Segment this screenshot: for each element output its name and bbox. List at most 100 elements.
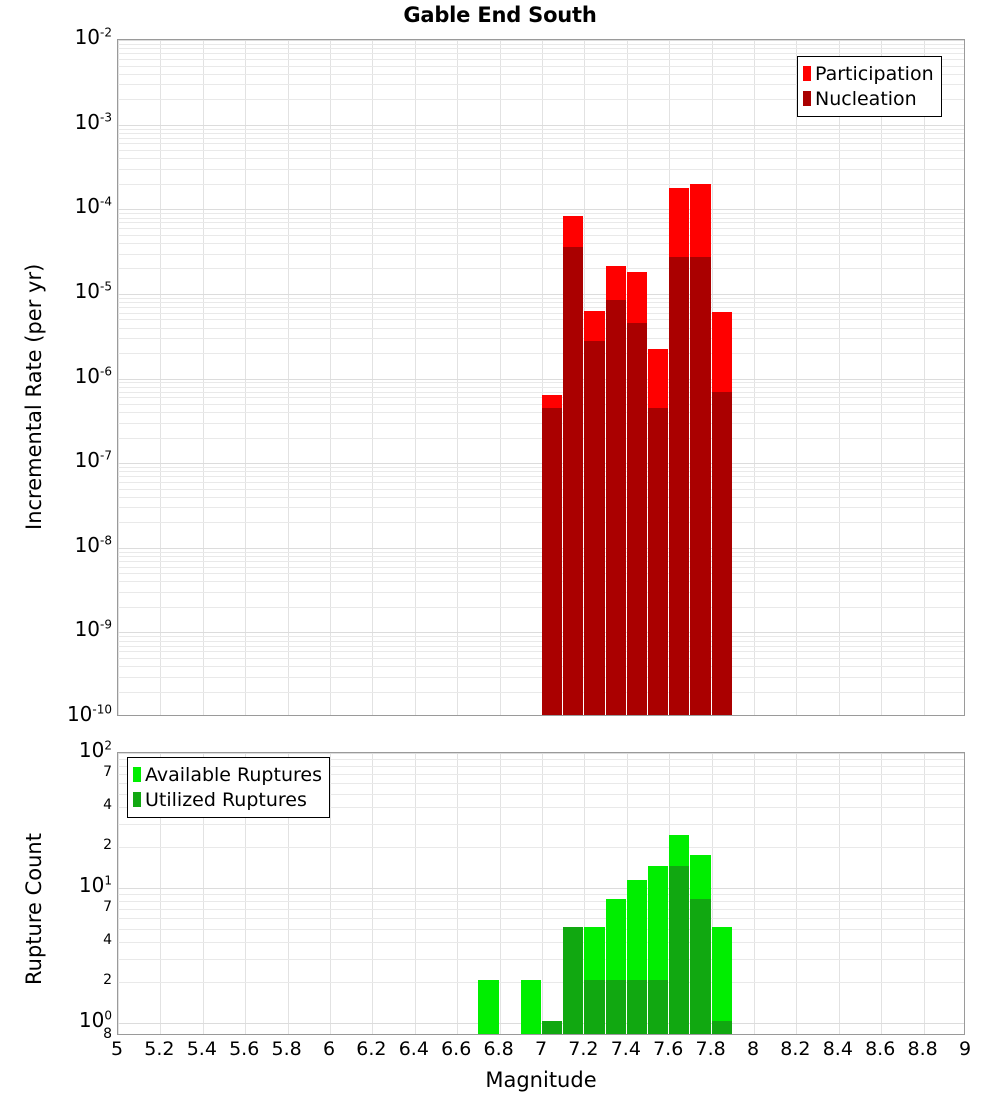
- gridline-horizontal: [118, 507, 964, 509]
- legend-label-participation: Participation: [815, 62, 934, 85]
- y-tick-bottom-minor-70: 7: [103, 763, 112, 780]
- gridline-vertical: [754, 40, 755, 715]
- bar-7.0-7.1: [542, 753, 563, 1034]
- legend-item-utilized-ruptures[interactable]: Utilized Ruptures: [133, 787, 322, 812]
- gridline-horizontal: [118, 645, 964, 647]
- bar-7.6-7.7: [669, 753, 690, 1034]
- gridline-horizontal: [118, 397, 964, 399]
- bar-segment-available-ruptures: [520, 980, 541, 1034]
- bar-7.2-7.3: [584, 753, 605, 1034]
- gridline-vertical: [499, 753, 501, 1034]
- gridline-vertical: [414, 753, 416, 1034]
- gridline-horizontal: [118, 391, 964, 393]
- gridline-horizontal: [118, 327, 964, 329]
- gridline-horizontal: [118, 917, 964, 919]
- gridline-horizontal: [118, 657, 964, 659]
- gridline-horizontal: [118, 573, 964, 575]
- bar-segment-utilized-ruptures: [711, 1020, 732, 1034]
- bar-segment-utilized-ruptures: [648, 980, 669, 1034]
- bar-7.8-7.9: [711, 753, 732, 1034]
- gridline-horizontal: [118, 566, 964, 568]
- gridline-horizontal: [118, 560, 964, 562]
- gridline-horizontal: [118, 58, 964, 60]
- gridline-vertical: [457, 40, 459, 715]
- x-tick-8: 8: [746, 1038, 760, 1060]
- gridline-horizontal: [118, 941, 964, 943]
- bar-7.4-7.5: [626, 753, 647, 1034]
- y-tick-bottom-1e2: 102: [78, 738, 112, 762]
- gridline-horizontal: [118, 676, 964, 678]
- y-tick-bottom-1e1: 101: [78, 873, 112, 897]
- x-tick-5.8: 5.8: [271, 1038, 302, 1060]
- y-tick-top-1e-10: 10-10: [66, 702, 112, 726]
- gridline-vertical: [202, 40, 204, 715]
- page-title: Gable End South: [403, 3, 597, 27]
- y-tick-top-1e-8: 10-8: [74, 532, 112, 557]
- gridline-horizontal: [118, 759, 964, 761]
- available-ruptures-color-swatch: [133, 767, 141, 782]
- legend-label-utilized-ruptures: Utilized Ruptures: [145, 788, 307, 811]
- x-axis-label: Magnitude: [485, 1068, 597, 1092]
- bar-7.7-7.8: [690, 40, 711, 715]
- legend-item-available-ruptures[interactable]: Available Ruptures: [133, 762, 322, 787]
- bar-segment-utilized-ruptures: [563, 926, 584, 1034]
- bar-segment-available-ruptures: [711, 926, 732, 1034]
- gridline-horizontal: [118, 888, 964, 889]
- x-tick-7.8: 7.8: [695, 1038, 726, 1060]
- x-tick-5.4: 5.4: [186, 1038, 217, 1060]
- gridline-horizontal: [118, 476, 964, 478]
- gridline-horizontal: [118, 1022, 964, 1024]
- gridline-horizontal: [118, 636, 964, 638]
- x-tick-5.2: 5.2: [144, 1038, 175, 1060]
- gridline-horizontal: [118, 753, 964, 754]
- gridline-vertical: [838, 40, 840, 715]
- gridline-vertical: [923, 753, 925, 1034]
- gridline-vertical: [796, 40, 798, 715]
- gridline-horizontal: [118, 158, 964, 160]
- bar-6.9-7.0: [520, 753, 541, 1034]
- bar-7.3-7.4: [605, 753, 626, 1034]
- gridline-horizontal: [118, 640, 964, 642]
- gridline-vertical: [245, 753, 247, 1034]
- gridline-vertical: [881, 753, 883, 1034]
- y-tick-bottom-minor-7: 7: [103, 898, 112, 915]
- gridline-horizontal: [118, 823, 964, 825]
- bar-7.0-7.1: [542, 40, 563, 715]
- x-tick-8.8: 8.8: [907, 1038, 938, 1060]
- gridline-vertical: [330, 753, 331, 1034]
- gridline-horizontal: [118, 183, 964, 185]
- gridline-horizontal: [118, 958, 964, 960]
- gridline-horizontal: [118, 124, 964, 126]
- gridline-vertical: [754, 753, 755, 1034]
- legend-label-available-ruptures: Available Ruptures: [145, 763, 322, 786]
- y-tick-bottom-minor-2: 2: [103, 972, 112, 989]
- x-tick-9: 9: [958, 1038, 972, 1060]
- gridline-horizontal: [118, 592, 964, 593]
- bar-segment-nucleation: [542, 408, 563, 715]
- bar-7.1-7.2: [563, 753, 584, 1034]
- gridline-horizontal: [118, 894, 964, 896]
- gridline-horizontal: [118, 412, 964, 414]
- y-tick-top-1e-3: 10-3: [74, 109, 112, 134]
- gridline-vertical: [711, 753, 713, 1034]
- gridline-horizontal: [118, 691, 964, 693]
- y-tick-bottom-minor-8: 8: [103, 1026, 112, 1042]
- legend-item-nucleation[interactable]: Nucleation: [803, 86, 934, 111]
- gridline-horizontal: [118, 481, 964, 483]
- gridline-vertical: [499, 40, 501, 715]
- gridline-horizontal: [118, 43, 964, 45]
- x-tick-5: 5: [110, 1038, 124, 1060]
- gridline-horizontal: [118, 773, 964, 775]
- gridline-vertical: [542, 753, 543, 1034]
- gridline-horizontal: [118, 382, 964, 384]
- x-tick-6: 6: [322, 1038, 336, 1060]
- top-legend: Participation Nucleation: [797, 56, 942, 117]
- gridline-horizontal: [118, 302, 964, 304]
- bar-segment-nucleation: [711, 392, 732, 715]
- gridline-horizontal: [118, 467, 964, 468]
- gridline-horizontal: [118, 319, 964, 321]
- gridline-horizontal: [118, 128, 964, 130]
- y-tick-bottom-1e0: 100: [78, 1007, 112, 1032]
- gridline-horizontal: [118, 766, 964, 768]
- legend-item-participation[interactable]: Participation: [803, 61, 934, 86]
